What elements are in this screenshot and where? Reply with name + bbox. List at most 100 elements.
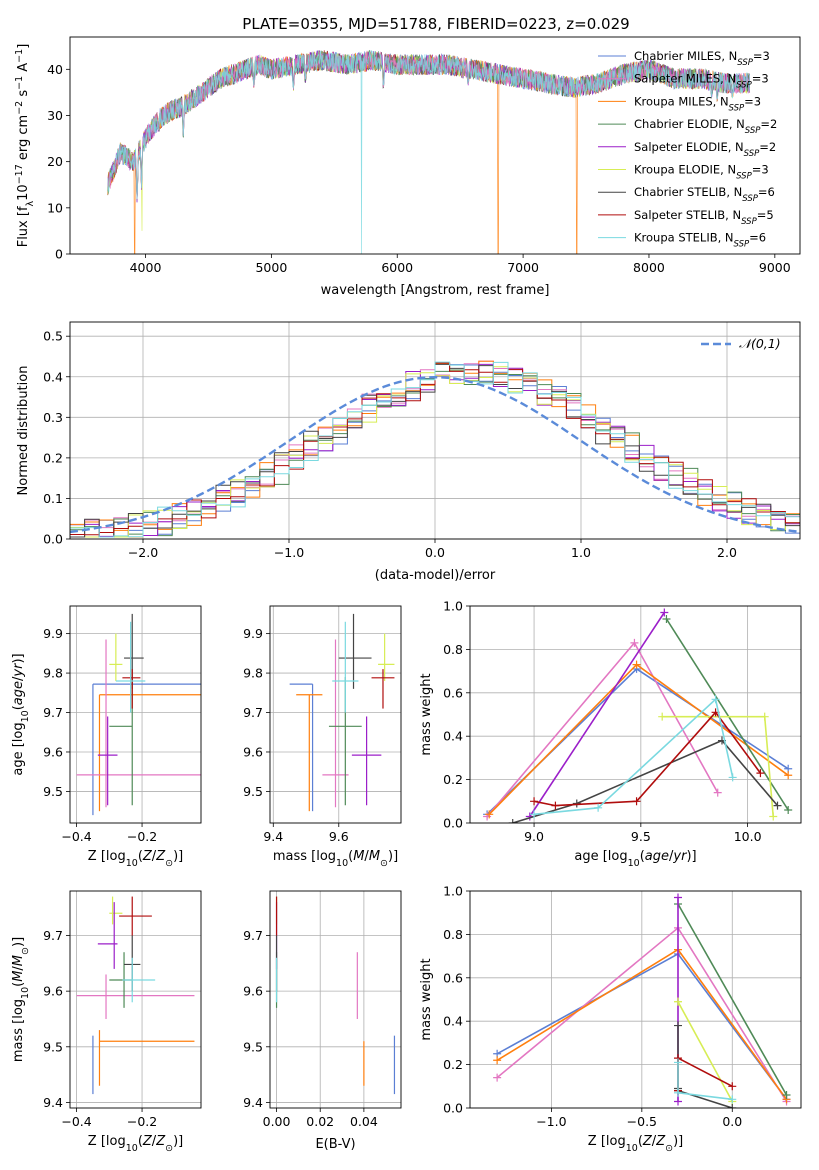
- x-tick-label: −0.2: [127, 1114, 157, 1129]
- weight-marker: [769, 812, 778, 821]
- x-tick-label: −0.5: [627, 1114, 657, 1129]
- legend-label: Salpeter STELIB, NSSP=5: [634, 208, 774, 227]
- panel-mass_vs_Z: −0.4 −0.2 9.4 9.5 9.6 9.7 Z [log10(Z/Z⊙)] mass …: [11, 890, 202, 1154]
- x-axis-label: Z [log10(Z/Z⊙)]: [88, 1134, 183, 1154]
- x-tick-label: 0.02: [306, 1114, 334, 1129]
- errorbar-point: [92, 683, 201, 816]
- x-tick-label: 9.5: [631, 829, 651, 844]
- legend-label: Chabrier MILES, NSSP=3: [634, 49, 770, 68]
- weight-marker: [674, 1088, 683, 1097]
- y-tick-label: 9.5: [43, 784, 63, 799]
- weight-marker: [728, 1104, 737, 1108]
- weight-marker: [674, 997, 683, 1006]
- y-tick-label: 9.7: [43, 705, 63, 720]
- x-tick-label: −0.4: [61, 1114, 91, 1129]
- errorbar-point: [109, 896, 123, 925]
- y-tick-label: 9.9: [243, 626, 263, 641]
- weight-marker: [572, 799, 581, 808]
- plot-area: [275, 896, 396, 1095]
- legend-entry: Kroupa MILES, NSSP=3: [598, 94, 761, 113]
- normal-reference-curve: [70, 375, 800, 534]
- y-axis-label: Normed distribution: [16, 366, 31, 496]
- weight-line: [677, 903, 788, 1096]
- x-tick-label: 9.4: [263, 829, 283, 844]
- weight-marker: [658, 712, 667, 721]
- x-tick-label: 6000: [381, 260, 413, 275]
- x-tick-label: 9.0: [524, 829, 544, 844]
- y-tick-label: 40: [47, 62, 63, 77]
- weight-marker: [594, 803, 603, 812]
- weight-marker: [530, 797, 539, 806]
- x-axis-label: E(B-V): [315, 1137, 355, 1152]
- x-tick-label: 0.04: [350, 1114, 378, 1129]
- y-tick-label: 9.8: [243, 666, 263, 681]
- errorbar-point: [115, 621, 146, 713]
- legend-label: Salpeter ELODIE, NSSP=2: [634, 140, 776, 159]
- errorbar-point: [378, 633, 395, 681]
- y-axis-label: age [log10(age/yr)]: [11, 653, 31, 775]
- errorbar-point: [97, 902, 118, 969]
- y-tick-label: 0.0: [43, 532, 63, 547]
- panel-residuals: −2.0 −1.0 0.0 1.0 2.0 0.0 0.1 0.2 0.3 0.4 0.5 𝒩(0,1…: [16, 321, 801, 583]
- x-tick-label: 0.0: [425, 545, 445, 560]
- x-tick-label: 5000: [255, 260, 287, 275]
- errorbar-point: [351, 716, 382, 806]
- weight-marker: [711, 695, 720, 704]
- weight-series-salpeter-miles: [483, 638, 722, 821]
- plot-area: [70, 360, 800, 538]
- weight-series-kroupa-stelib: [530, 695, 737, 819]
- histogram-kroupa-elodie: [70, 366, 800, 538]
- legend-entry: Kroupa ELODIE, NSSP=3: [598, 163, 769, 182]
- legend-entry: Salpeter ELODIE, NSSP=2: [598, 140, 776, 159]
- y-tick-label: 10: [47, 200, 63, 215]
- y-tick-label: 9.6: [43, 984, 63, 999]
- y-tick-label: 0: [55, 247, 63, 262]
- weight-marker: [773, 801, 782, 810]
- y-tick-label: 9.7: [243, 705, 263, 720]
- axes-frame: [69, 890, 202, 1109]
- plot-area: [107, 49, 751, 254]
- y-tick-label: 9.6: [243, 744, 263, 759]
- errorbar-point: [109, 677, 133, 806]
- weight-series-chabrier-elodie: [662, 615, 793, 814]
- errorbar-point: [76, 974, 195, 1019]
- y-axis-label: mass weight: [419, 958, 434, 1040]
- weight-marker: [760, 712, 769, 721]
- panel-spectrum: 4000 5000 6000 7000 8000 9000 0 10 20 30 40 wavelen…: [14, 36, 801, 298]
- weight-marker: [713, 788, 722, 797]
- axes-frame: [69, 36, 801, 255]
- x-tick-label: 9000: [759, 260, 791, 275]
- y-tick-label: 9.8: [43, 666, 63, 681]
- spectrum-line-kroupa-stelib: [107, 50, 751, 254]
- y-tick-label: 0.2: [43, 450, 63, 465]
- plot-area: [76, 896, 195, 1095]
- weight-marker: [728, 1082, 737, 1091]
- y-tick-label: 20: [47, 154, 63, 169]
- x-tick-label: 4000: [130, 260, 162, 275]
- errorbar-point: [289, 683, 314, 812]
- plot-area: [289, 613, 395, 812]
- weight-marker: [756, 769, 765, 778]
- y-tick-label: 0.4: [443, 1014, 463, 1029]
- legend-entry: Chabrier ELODIE, NSSP=2: [598, 117, 777, 136]
- weight-marker: [508, 819, 517, 823]
- y-axis-label: mass weight: [419, 673, 434, 755]
- axes-frame: [69, 605, 202, 824]
- y-tick-label: 0.0: [443, 816, 463, 831]
- y-tick-label: 9.9: [43, 626, 63, 641]
- legend-entry: Chabrier MILES, NSSP=3: [598, 49, 770, 68]
- axes-frame: [269, 890, 402, 1109]
- y-tick-label: 0.5: [43, 329, 63, 344]
- weight-line: [665, 618, 789, 811]
- x-tick-label: 10.0: [734, 829, 762, 844]
- x-axis-label: wavelength [Angstrom, rest frame]: [321, 283, 550, 298]
- x-tick-label: −2.0: [128, 545, 158, 560]
- x-tick-label: −0.4: [61, 829, 91, 844]
- legend-entry: Kroupa STELIB, NSSP=6: [598, 231, 766, 250]
- x-tick-label: 2.0: [717, 545, 737, 560]
- y-tick-label: 9.4: [43, 1095, 63, 1110]
- x-tick-label: 9.6: [329, 829, 349, 844]
- y-tick-label: 9.5: [243, 784, 263, 799]
- y-axis-label: Flux [fλ10−17 erg cm−2 s−1 A−1]: [14, 44, 36, 248]
- legend-label: Kroupa MILES, NSSP=3: [634, 94, 761, 113]
